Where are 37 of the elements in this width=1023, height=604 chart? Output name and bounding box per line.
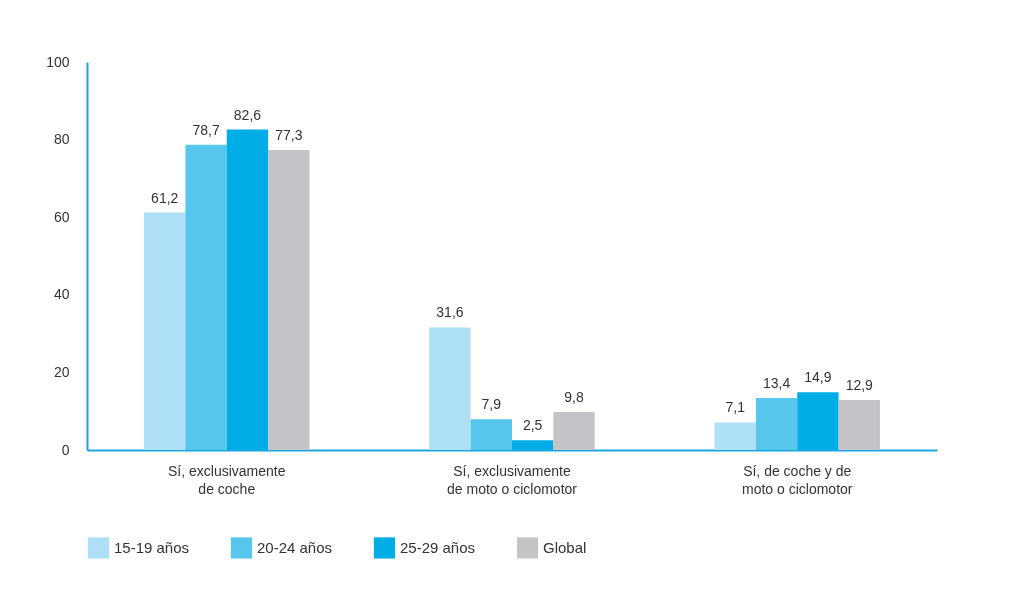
data-label: 31,6 xyxy=(436,304,464,321)
data-label: 14,9 xyxy=(804,369,832,386)
x-tick-label: Sí, de coche y de moto o ciclomotor xyxy=(741,462,853,497)
bar xyxy=(714,422,756,450)
y-tick-label: 40 xyxy=(53,286,70,303)
bar xyxy=(797,392,839,450)
bar xyxy=(838,399,880,450)
bar xyxy=(226,129,269,450)
x-tick-label: Sí, exclusivamente de moto o ciclomotor xyxy=(447,462,578,497)
legend-label: 15-19 años xyxy=(114,538,190,556)
x-tick-label: Sí, exclusivamente de coche xyxy=(168,462,286,497)
bar xyxy=(755,398,798,450)
data-label: 7,1 xyxy=(725,399,746,416)
data-label: 78,7 xyxy=(192,121,220,138)
y-tick-label: 20 xyxy=(53,363,70,380)
legend-label: 20-24 años xyxy=(257,538,333,556)
y-tick-label: 0 xyxy=(61,441,70,458)
bar xyxy=(144,212,186,450)
data-label: 12,9 xyxy=(845,376,874,393)
bar xyxy=(512,440,554,450)
data-label: 77,3 xyxy=(275,127,303,144)
legend-label: Global xyxy=(543,538,587,556)
bar xyxy=(268,150,310,450)
data-label: 9,8 xyxy=(564,388,584,405)
bar xyxy=(470,419,512,450)
bar xyxy=(553,411,595,450)
data-label: 7,9 xyxy=(481,396,502,413)
data-label: 82,6 xyxy=(233,106,262,123)
legend-label: 25-29 años xyxy=(400,538,476,556)
y-tick-label: 60 xyxy=(53,208,70,225)
data-label: 61,2 xyxy=(151,189,179,206)
bar xyxy=(429,327,471,450)
data-label: 2,5 xyxy=(522,417,543,434)
bar xyxy=(185,144,227,450)
y-tick-label: 100 xyxy=(46,53,70,70)
y-tick-label: 80 xyxy=(53,131,70,148)
data-label: 13,4 xyxy=(762,375,791,392)
